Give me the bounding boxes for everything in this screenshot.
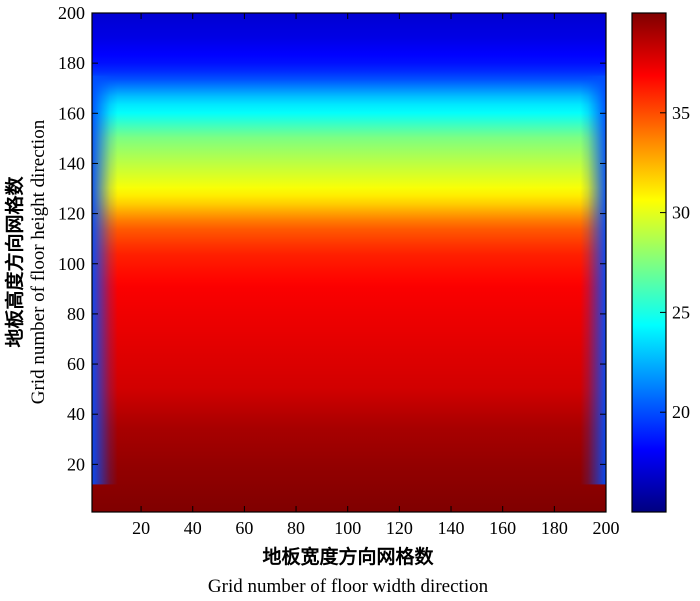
x-tick-label: 180 (541, 518, 568, 538)
colorbar-tick-label: 30 (672, 203, 690, 223)
y-axis: 20 40 60 80 100 120 140 160 180 200 (58, 3, 606, 474)
x-axis-label: Grid number of floor width direction (208, 576, 489, 597)
colorbar-tick-label: 20 (672, 402, 690, 422)
x-axis-label-cn: 地板宽度方向网格数 (262, 545, 434, 568)
colorbar-tick-label: 25 (672, 302, 690, 322)
heatmap-plot (92, 13, 606, 512)
heatmap-field (92, 13, 606, 512)
colorbar: 20 25 30 35 (631, 12, 690, 513)
y-axis-label: Grid number of floor height direction (28, 119, 49, 404)
y-tick-label: 200 (58, 3, 85, 23)
x-tick-label: 140 (438, 518, 465, 538)
y-tick-label: 40 (67, 404, 85, 424)
x-tick-label: 160 (489, 518, 516, 538)
y-tick-label: 160 (58, 103, 85, 123)
x-tick-label: 40 (184, 518, 202, 538)
x-tick-label: 100 (334, 518, 361, 538)
y-tick-label: 120 (58, 204, 85, 224)
y-tick-label: 80 (67, 304, 85, 324)
y-tick-label: 20 (67, 454, 85, 474)
y-tick-label: 180 (58, 53, 85, 73)
colorbar-tick-label: 35 (672, 103, 690, 123)
x-tick-label: 120 (386, 518, 413, 538)
y-tick-label: 60 (67, 354, 85, 374)
x-tick-label: 20 (132, 518, 150, 538)
colorbar-gradient (631, 12, 667, 513)
heatmap-left-edge (92, 75, 118, 485)
plot-frame (91, 12, 607, 513)
heatmap-right-edge (580, 75, 606, 485)
y-axis-label-cn: 地板高度方向网格数 (3, 176, 26, 348)
x-tick-label: 80 (287, 518, 305, 538)
x-tick-label: 200 (593, 518, 620, 538)
y-tick-label: 100 (58, 254, 85, 274)
y-tick-label: 140 (58, 153, 85, 173)
x-tick-label: 60 (235, 518, 253, 538)
x-axis: 20 40 60 80 100 120 140 160 180 200 (132, 13, 620, 538)
